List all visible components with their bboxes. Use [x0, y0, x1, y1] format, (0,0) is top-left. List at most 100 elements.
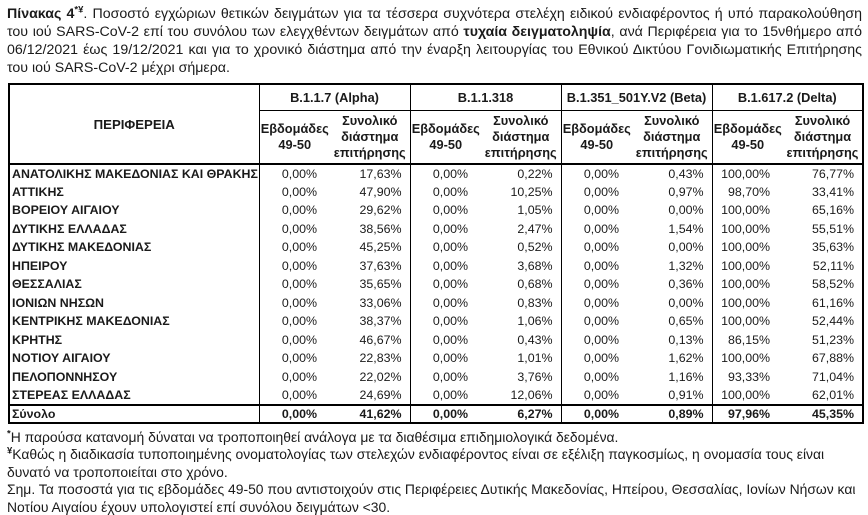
footnote-marker-yen: ¥: [7, 445, 13, 457]
value-cell: 0,00%: [258, 367, 330, 386]
total-value-cell: 0,00%: [409, 403, 482, 423]
region-cell: ΔΥΤΙΚΗΣ ΜΑΚΕΔΟΝΙΑΣ: [12, 240, 152, 255]
value-cell: 100,00%: [711, 164, 784, 183]
subheader-total-period: Συνολικό διάστημα επιτήρησης: [330, 110, 411, 165]
value-cell: 0,00%: [409, 293, 482, 312]
subheader-total-period: Συνολικό διάστημα επιτήρησης: [783, 110, 864, 165]
value-cell: 0,00%: [409, 386, 482, 405]
value-cell: 98,70%: [711, 182, 784, 201]
footnotes: *Η παρούσα κατανομή δύναται να τροποποιη…: [7, 429, 862, 515]
table-row: ΒΟΡΕΙΟΥ ΑΙΓΑΙΟΥ 0,00% 29,62% 0,00% 1,05%…: [9, 201, 863, 220]
value-cell: 0,00%: [409, 330, 482, 349]
value-cell: 24,69%: [359, 387, 402, 402]
value-cell: 0,00%: [258, 386, 330, 405]
value-cell: 93,33%: [711, 367, 784, 386]
total-value-cell: 41,62%: [330, 403, 411, 423]
value-cell: 0,00%: [560, 182, 633, 201]
subheader-weeks: Εβδομάδες 49-50: [409, 110, 482, 165]
total-value-cell: 0,89%: [632, 403, 713, 423]
value-cell: 0,00%: [258, 219, 330, 238]
table-row: ΝΟΤΙΟΥ ΑΙΓΑΙΟΥ 0,00% 22,83% 0,00% 1,01% …: [9, 349, 863, 368]
region-cell: ΑΤΤΙΚΗΣ: [12, 184, 64, 199]
value-cell: 0,00%: [258, 182, 330, 201]
variant-header-beta: B.1.351_501Y.V2 (Beta): [560, 84, 713, 111]
value-cell: 0,00%: [560, 256, 633, 275]
value-cell: 0,00%: [258, 256, 330, 275]
table-row: ΔΥΤΙΚΗΣ ΜΑΚΕΔΟΝΙΑΣ 0,00% 45,25% 0,00% 0,…: [9, 238, 863, 257]
caption-text-2: , ανά Περιφέρεια για το 15νθήμερο από 06…: [7, 24, 862, 76]
value-cell: 51,23%: [811, 332, 855, 347]
total-value-cell: 0,00%: [258, 403, 330, 423]
region-cell: ΔΥΤΙΚΗΣ ΕΛΛΑΔΑΣ: [12, 221, 127, 236]
total-value-cell: 6,27%: [481, 403, 562, 423]
region-cell: ΒΟΡΕΙΟΥ ΑΙΓΑΙΟΥ: [12, 203, 120, 218]
variant-header-alpha: B.1.1.7 (Alpha): [258, 84, 411, 111]
value-cell: 100,00%: [711, 256, 784, 275]
value-cell: 0,00%: [409, 367, 482, 386]
variant-header-b11318: B.1.1.318: [409, 84, 562, 111]
value-cell: 0,00%: [560, 164, 633, 183]
table-row: ΚΕΝΤΡΙΚΗΣ ΜΑΚΕΔΟΝΙΑΣ 0,00% 38,37% 0,00% …: [9, 312, 863, 331]
value-cell: 0,00%: [409, 238, 482, 257]
value-cell: 3,68%: [517, 258, 553, 273]
value-cell: 0,00%: [409, 256, 482, 275]
caption-superscript: *¥: [74, 4, 84, 16]
value-cell: 0,00%: [409, 312, 482, 331]
total-row: Σύνολο 0,00% 41,62% 0,00% 6,27% 0,00% 0,…: [9, 403, 864, 423]
total-label-cell: Σύνολο: [9, 403, 259, 423]
value-cell: 0,00%: [258, 201, 330, 220]
value-cell: 0,00%: [668, 240, 704, 255]
value-cell: 65,16%: [811, 203, 855, 218]
table-row: ΠΕΛΟΠΟΝΝΗΣΟΥ 0,00% 22,02% 0,00% 3,76% 0,…: [9, 367, 863, 386]
value-cell: 100,00%: [711, 349, 784, 368]
value-cell: 0,91%: [668, 387, 704, 402]
caption-bold-phrase: τυχαία δειγματοληψία: [463, 24, 611, 40]
footnote-distribution: *Η παρούσα κατανομή δύναται να τροποποιη…: [7, 429, 862, 447]
value-cell: 0,00%: [560, 330, 633, 349]
table-row: ΚΡΗΤΗΣ 0,00% 46,67% 0,00% 0,43% 0,00% 0,…: [9, 330, 863, 349]
value-cell: 0,36%: [668, 277, 704, 292]
value-cell: 55,51%: [811, 221, 855, 236]
value-cell: 35,65%: [359, 277, 402, 292]
value-cell: 29,62%: [359, 203, 402, 218]
value-cell: 0,00%: [668, 295, 704, 310]
region-cell: ΝΟΤΙΟΥ ΑΙΓΑΙΟΥ: [12, 351, 111, 366]
region-cell: ΗΠΕΙΡΟΥ: [12, 258, 68, 273]
value-cell: 0,00%: [258, 293, 330, 312]
value-cell: 76,77%: [811, 166, 855, 181]
value-cell: 86,15%: [711, 330, 784, 349]
value-cell: 0,00%: [560, 367, 633, 386]
value-cell: 1,05%: [517, 203, 553, 218]
value-cell: 0,00%: [560, 386, 633, 405]
value-cell: 0,00%: [409, 164, 482, 183]
value-cell: 12,06%: [510, 387, 553, 402]
caption-table-number: Πίνακας 4: [7, 6, 75, 22]
header-row-variants: ΠΕΡΙΦΕΡΕΙΑ B.1.1.7 (Alpha) B.1.1.318 B.1…: [9, 84, 864, 165]
value-cell: 0,00%: [560, 219, 633, 238]
table-row: ΘΕΣΣΑΛΙΑΣ 0,00% 35,65% 0,00% 0,68% 0,00%…: [9, 275, 863, 294]
value-cell: 45,25%: [359, 240, 402, 255]
value-cell: 67,88%: [811, 351, 855, 366]
value-cell: 0,97%: [668, 184, 704, 199]
value-cell: 0,00%: [258, 275, 330, 294]
region-cell: ΙΟΝΙΩΝ ΝΗΣΩΝ: [12, 295, 105, 310]
value-cell: 61,16%: [811, 295, 855, 310]
value-cell: 100,00%: [711, 238, 784, 257]
value-cell: 22,83%: [359, 351, 402, 366]
value-cell: 52,44%: [811, 314, 855, 329]
value-cell: 71,04%: [811, 369, 855, 384]
value-cell: 38,37%: [359, 314, 402, 329]
value-cell: 46,67%: [359, 332, 402, 347]
footnote-marker-asterisk: *: [7, 427, 11, 439]
value-cell: 0,00%: [560, 293, 633, 312]
value-cell: 100,00%: [711, 219, 784, 238]
value-cell: 17,63%: [359, 166, 402, 181]
value-cell: 0,52%: [517, 240, 553, 255]
footnote-text: Σημ. Τα ποσοστά για τις εβδομάδες 49-50 …: [7, 481, 856, 515]
table-caption: Πίνακας 4*¥. Ποσοστό εγχώριων θετικών δε…: [7, 5, 862, 77]
value-cell: 33,06%: [359, 295, 402, 310]
value-cell: 0,00%: [409, 182, 482, 201]
value-cell: 1,54%: [668, 221, 704, 236]
value-cell: 1,32%: [668, 258, 704, 273]
value-cell: 100,00%: [711, 386, 784, 405]
